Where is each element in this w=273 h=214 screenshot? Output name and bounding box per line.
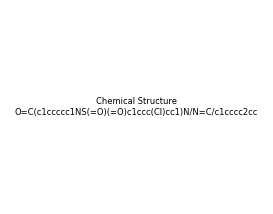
Text: Chemical Structure
O=C(c1ccccc1NS(=O)(=O)c1ccc(Cl)cc1)N/N=C/c1cccc2cc: Chemical Structure O=C(c1ccccc1NS(=O)(=O… [15, 97, 258, 117]
